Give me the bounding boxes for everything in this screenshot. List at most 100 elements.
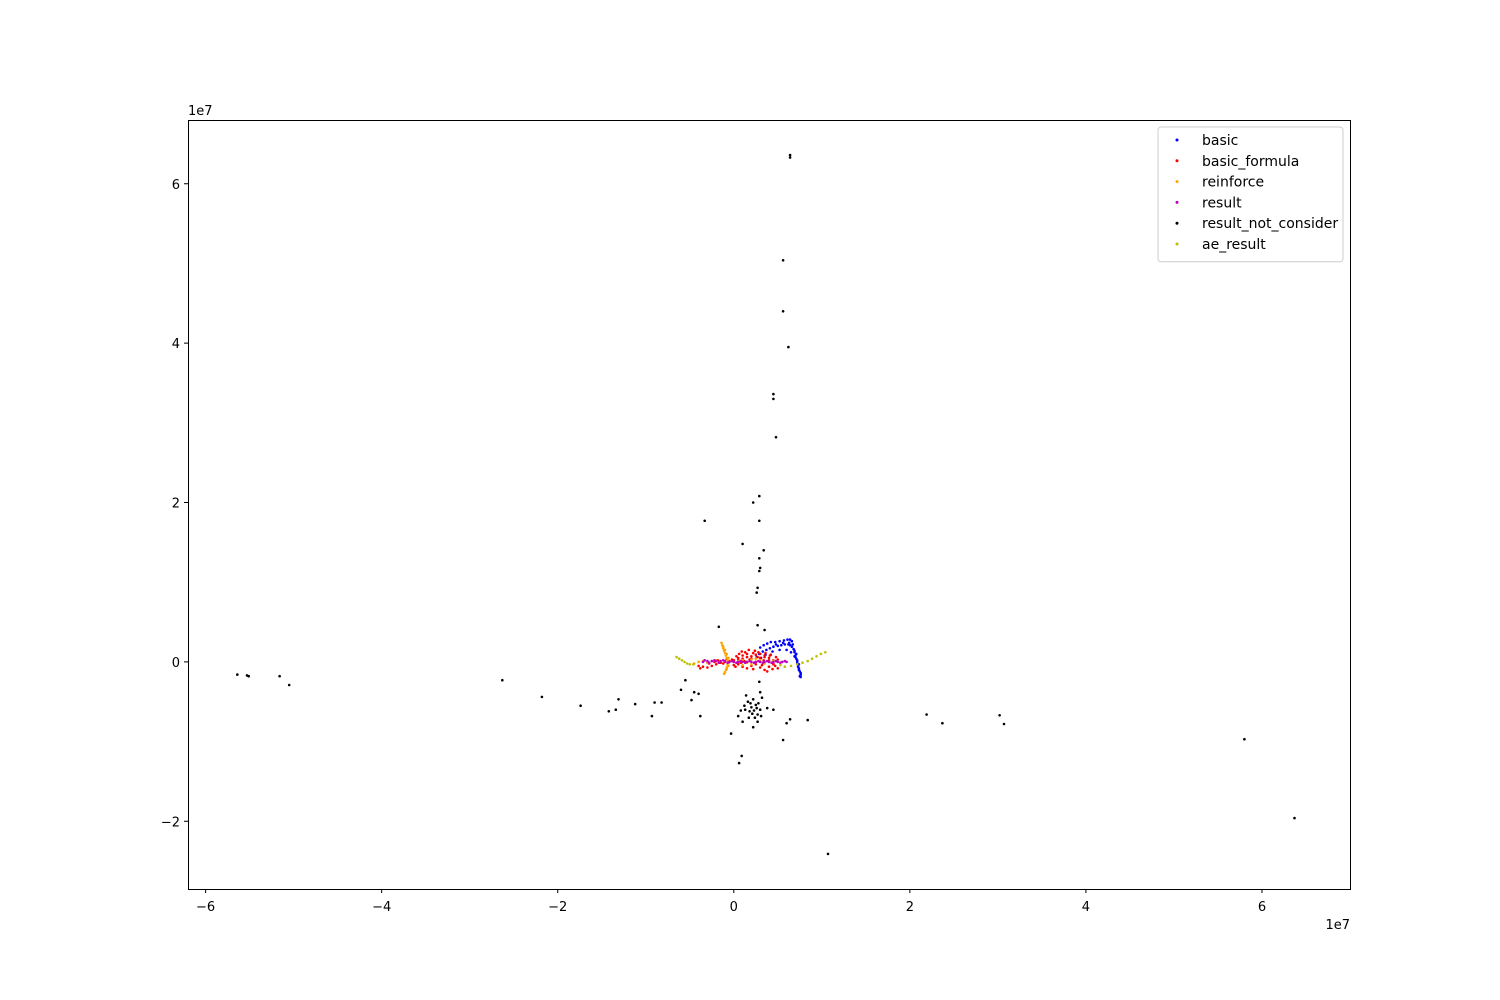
point-ae_result [806,659,809,663]
point-result_not_consider [998,714,1001,717]
point-result_not_consider [754,703,758,707]
point-result [752,661,756,664]
point-reinforce [750,663,753,666]
point-basic [795,652,798,656]
legend-marker [1175,242,1179,246]
point-basic_formula [745,655,749,659]
point-basic_formula [764,651,767,655]
point-result_not_consider [753,716,757,719]
legend-label: ae_result [1202,237,1266,253]
point-basic_formula [721,662,725,665]
point-result_not_consider [756,623,759,627]
point-result_not_consider [759,714,763,718]
point-result_not_consider [699,714,702,718]
point-result_not_consider [751,712,754,715]
point-reinforce [754,657,758,660]
series-reinforce [692,641,775,676]
point-result [703,659,706,662]
point-result [717,661,721,664]
point-basic [790,639,794,643]
point-result_not_consider [287,683,291,687]
point-result_not_consider [758,519,761,523]
point-reinforce [741,663,744,667]
series-basic_formula [697,648,780,673]
point-ae_result [685,662,689,665]
point-result_not_consider [758,557,761,560]
point-basic [782,639,786,642]
point-result [706,659,709,663]
point-result [743,661,747,664]
point-ae_result [675,655,678,659]
point-result [701,660,705,664]
point-result_not_consider [788,156,792,159]
point-basic_formula [732,663,736,667]
point-basic [780,643,783,647]
point-result_not_consider [755,591,758,594]
point-basic [758,646,762,649]
point-basic [768,647,772,650]
point-result_not_consider [717,625,721,629]
point-basic [795,659,799,662]
y-tick-label: 0 [172,656,180,671]
point-reinforce [726,659,729,662]
point-result_not_consider [684,678,687,682]
point-result_not_consider [752,709,756,712]
x-axis-multiplier: 1e7 [1325,918,1350,933]
point-result_not_consider [760,696,764,699]
legend-marker [1175,221,1179,225]
point-basic [790,645,794,648]
point-result_not_consider [772,397,775,401]
point-result [726,661,729,664]
point-basic_formula [743,651,747,654]
point-basic [769,640,773,644]
point-result_not_consider [826,852,830,856]
series-ae_result [675,651,827,668]
point-result_not_consider [660,701,663,704]
point-basic_formula [699,667,702,670]
point-result_not_consider [744,694,748,697]
point-basic [793,655,796,658]
point-basic_formula [771,667,774,671]
point-result_not_consider [788,718,792,721]
legend-marker [1175,159,1179,163]
point-result_not_consider [751,725,755,729]
y-axis-multiplier: 1e7 [188,104,213,119]
point-result_not_consider [755,706,758,710]
point-basic_formula [747,648,751,652]
point-basic [778,648,781,652]
x-tick-label: −2 [548,900,567,915]
point-result_not_consider [737,761,741,765]
point-result_not_consider [758,494,761,498]
point-basic_formula [767,665,771,668]
point-result_not_consider [941,721,944,725]
point-result_not_consider [1243,737,1246,741]
point-basic_formula [697,664,700,668]
point-basic [788,643,792,647]
point-result_not_consider [278,674,281,678]
point-result_not_consider [762,549,765,552]
point-result_not_consider [679,688,683,692]
point-result [730,659,734,663]
point-basic_formula [706,666,709,669]
point-result_not_consider [1293,816,1296,820]
x-tick-label: 0 [730,900,738,915]
point-result_not_consider [736,714,740,718]
point-basic_formula [767,656,771,660]
point-basic_formula [757,651,760,654]
point-result_not_consider [729,732,733,735]
point-result_not_consider [247,674,250,678]
y-tick-label: 4 [172,337,180,352]
point-result_not_consider [774,435,778,439]
point-ae_result [680,659,684,662]
point-result_not_consider [739,709,743,712]
point-result [757,659,760,663]
point-basic [785,648,788,652]
point-result_not_consider [758,680,761,684]
point-result_not_consider [785,721,788,725]
point-result_not_consider [743,704,746,707]
legend-marker [1175,200,1179,204]
point-reinforce [722,672,726,676]
point-result [748,659,751,663]
x-tick-label: −6 [196,900,215,915]
